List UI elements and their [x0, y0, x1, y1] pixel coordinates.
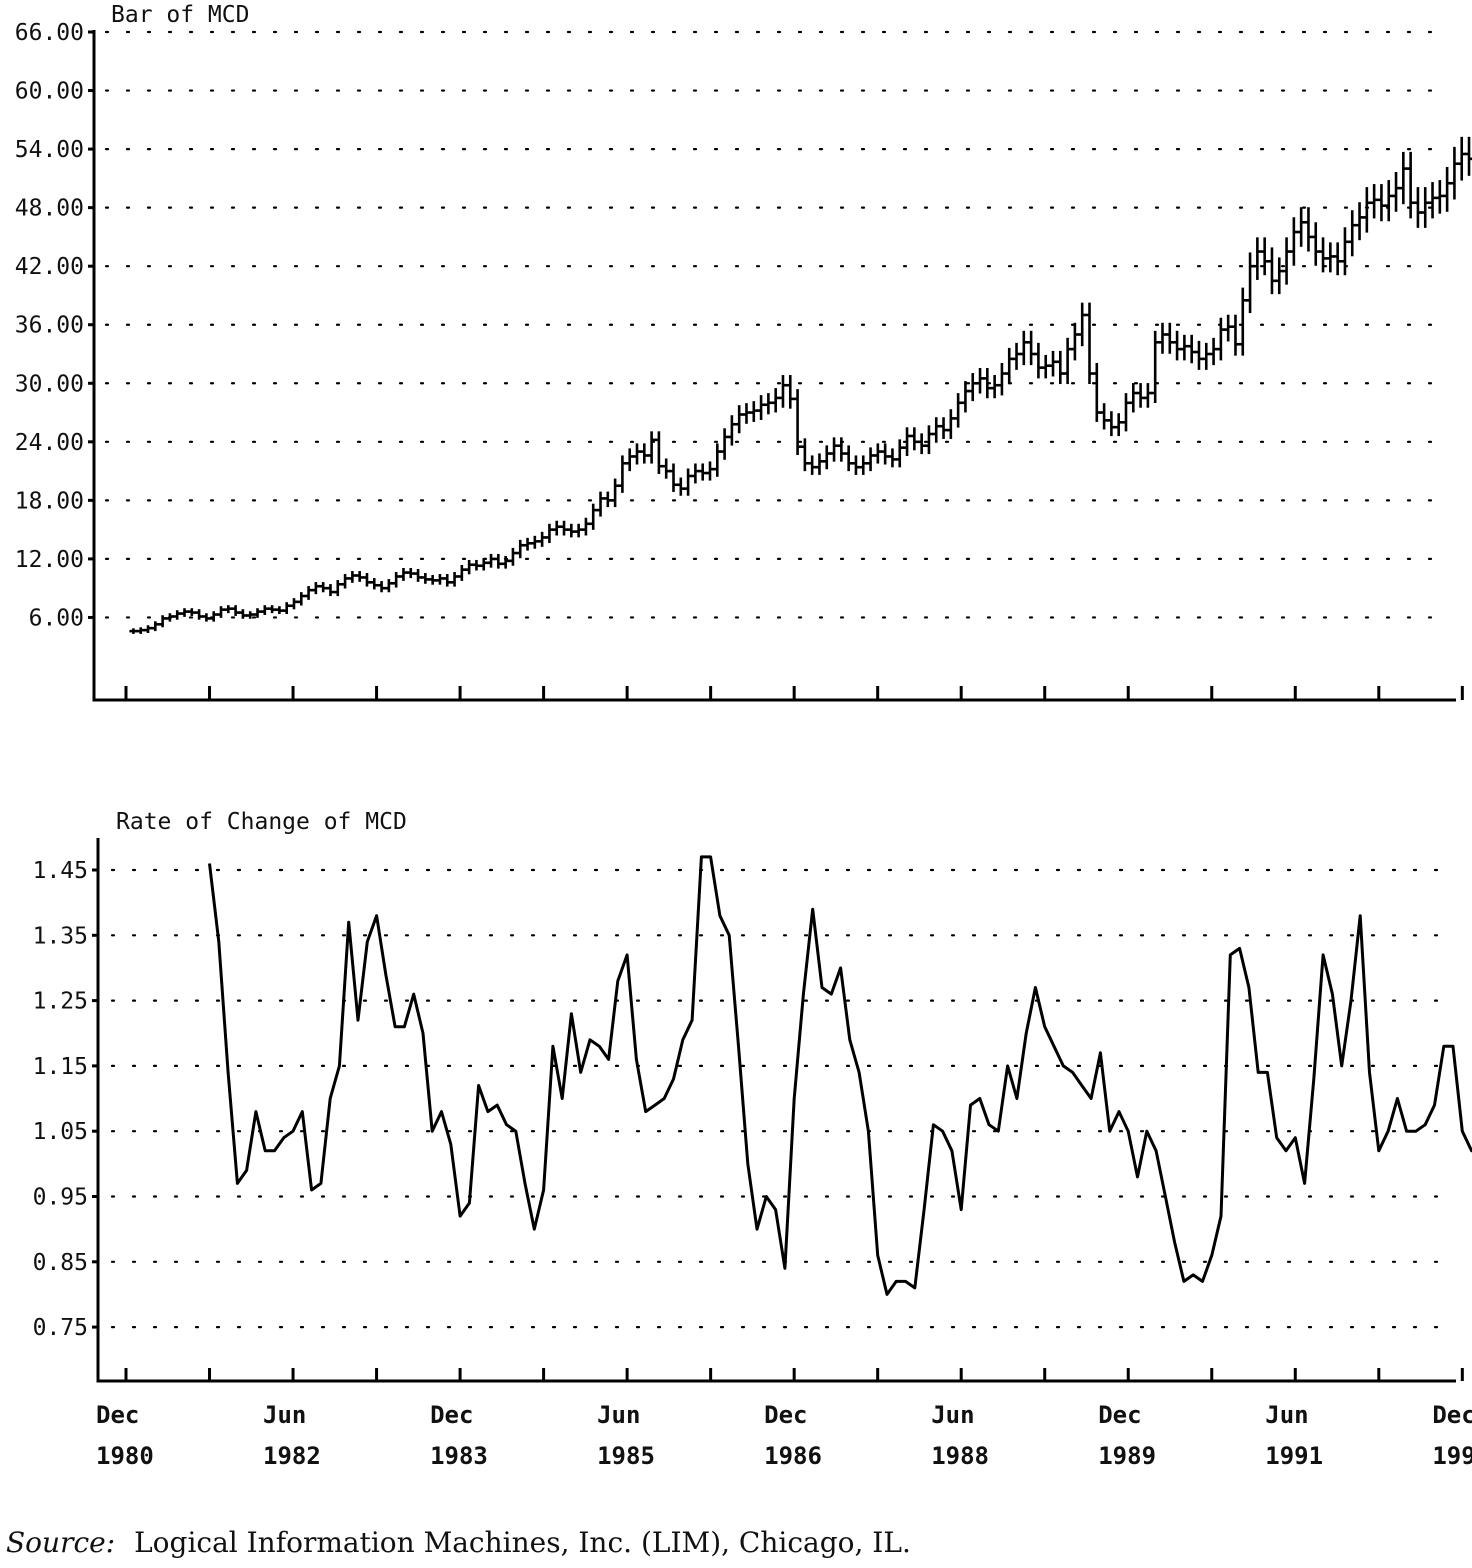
x-label-month: Jun [263, 1401, 306, 1429]
source-label: Source: [6, 1526, 115, 1559]
roc-y-tick-label: 1.35 [33, 923, 88, 949]
roc-gridlines [92, 868, 1442, 1329]
roc-chart-title: Rate of Change of MCD [116, 809, 407, 835]
roc-x-tick-marks [124, 1368, 1464, 1381]
price-chart-title: Bar of MCD [111, 2, 249, 28]
price-gridlines [88, 30, 1442, 619]
x-label-year: 1980 [96, 1442, 154, 1470]
source-text: Logical Information Machines, Inc. (LIM)… [134, 1526, 911, 1559]
roc-y-tick-label: 1.05 [33, 1119, 88, 1145]
roc-panel: Rate of Change of MCD 1.451.351.251.151.… [33, 809, 1472, 1383]
price-x-tick-marks [124, 686, 1464, 700]
price-y-tick-label: 6.00 [29, 605, 84, 631]
source-note: Source: Logical Information Machines, In… [6, 1526, 911, 1559]
price-series [129, 136, 1472, 634]
roc-axes [96, 838, 1456, 1383]
x-label-year: 1982 [263, 1442, 321, 1470]
price-y-tick-label: 60.00 [15, 79, 84, 105]
roc-series [208, 855, 1472, 1296]
roc-y-tick-label: 1.45 [33, 858, 88, 884]
x-label-year: 1986 [764, 1442, 822, 1470]
x-label-year: 1992 [1432, 1442, 1472, 1470]
roc-y-tick-label: 0.75 [33, 1315, 88, 1341]
price-y-tick-label: 36.00 [15, 313, 84, 339]
x-label-year: 1985 [597, 1442, 655, 1470]
price-axes [92, 30, 1456, 702]
price-y-tick-label: 66.00 [15, 20, 84, 46]
x-label-month: Jun [931, 1401, 974, 1429]
price-y-tick-label: 54.00 [15, 137, 84, 163]
x-label-year: 1988 [931, 1442, 989, 1470]
price-y-tick-label: 30.00 [15, 371, 84, 397]
price-y-tick-labels: 66.00 60.00 54.00 48.00 42.00 36.00 30.00 24.00… [15, 20, 84, 631]
x-label-month: Dec [96, 1401, 139, 1429]
x-label-month: Dec [1098, 1401, 1141, 1429]
x-label-year: 1989 [1098, 1442, 1156, 1470]
price-y-tick-label: 42.00 [15, 254, 84, 280]
x-label-month: Jun [597, 1401, 640, 1429]
x-label-year: 1983 [430, 1442, 488, 1470]
x-label-month: Jun [1265, 1401, 1308, 1429]
roc-y-tick-label: 1.15 [33, 1054, 88, 1080]
roc-line [208, 855, 1472, 1296]
x-label-month: Dec [1432, 1401, 1472, 1429]
roc-y-tick-label: 1.25 [33, 989, 88, 1015]
price-y-tick-label: 48.00 [15, 196, 84, 222]
roc-y-tick-label: 0.95 [33, 1185, 88, 1211]
x-label-year: 1991 [1265, 1442, 1323, 1470]
price-y-tick-label: 18.00 [15, 488, 84, 514]
x-label-month: Dec [764, 1401, 807, 1429]
price-y-tick-label: 24.00 [15, 430, 84, 456]
price-panel: Bar of MCD 66.00 60.00 54.00 48.00 42.00 36.0… [15, 2, 1472, 702]
price-y-tick-label: 12.00 [15, 547, 84, 573]
x-label-month: Dec [430, 1401, 473, 1429]
x-axis-date-labels: Dec 1980 Jun 1982 Dec 1983 Jun 1985 Dec 1986 Jun 19… [96, 1401, 1472, 1470]
roc-y-tick-labels: 1.45 1.35 1.25 1.15 1.05 0.95 0.85 0.75 [33, 858, 88, 1341]
roc-y-tick-label: 0.85 [33, 1250, 88, 1276]
